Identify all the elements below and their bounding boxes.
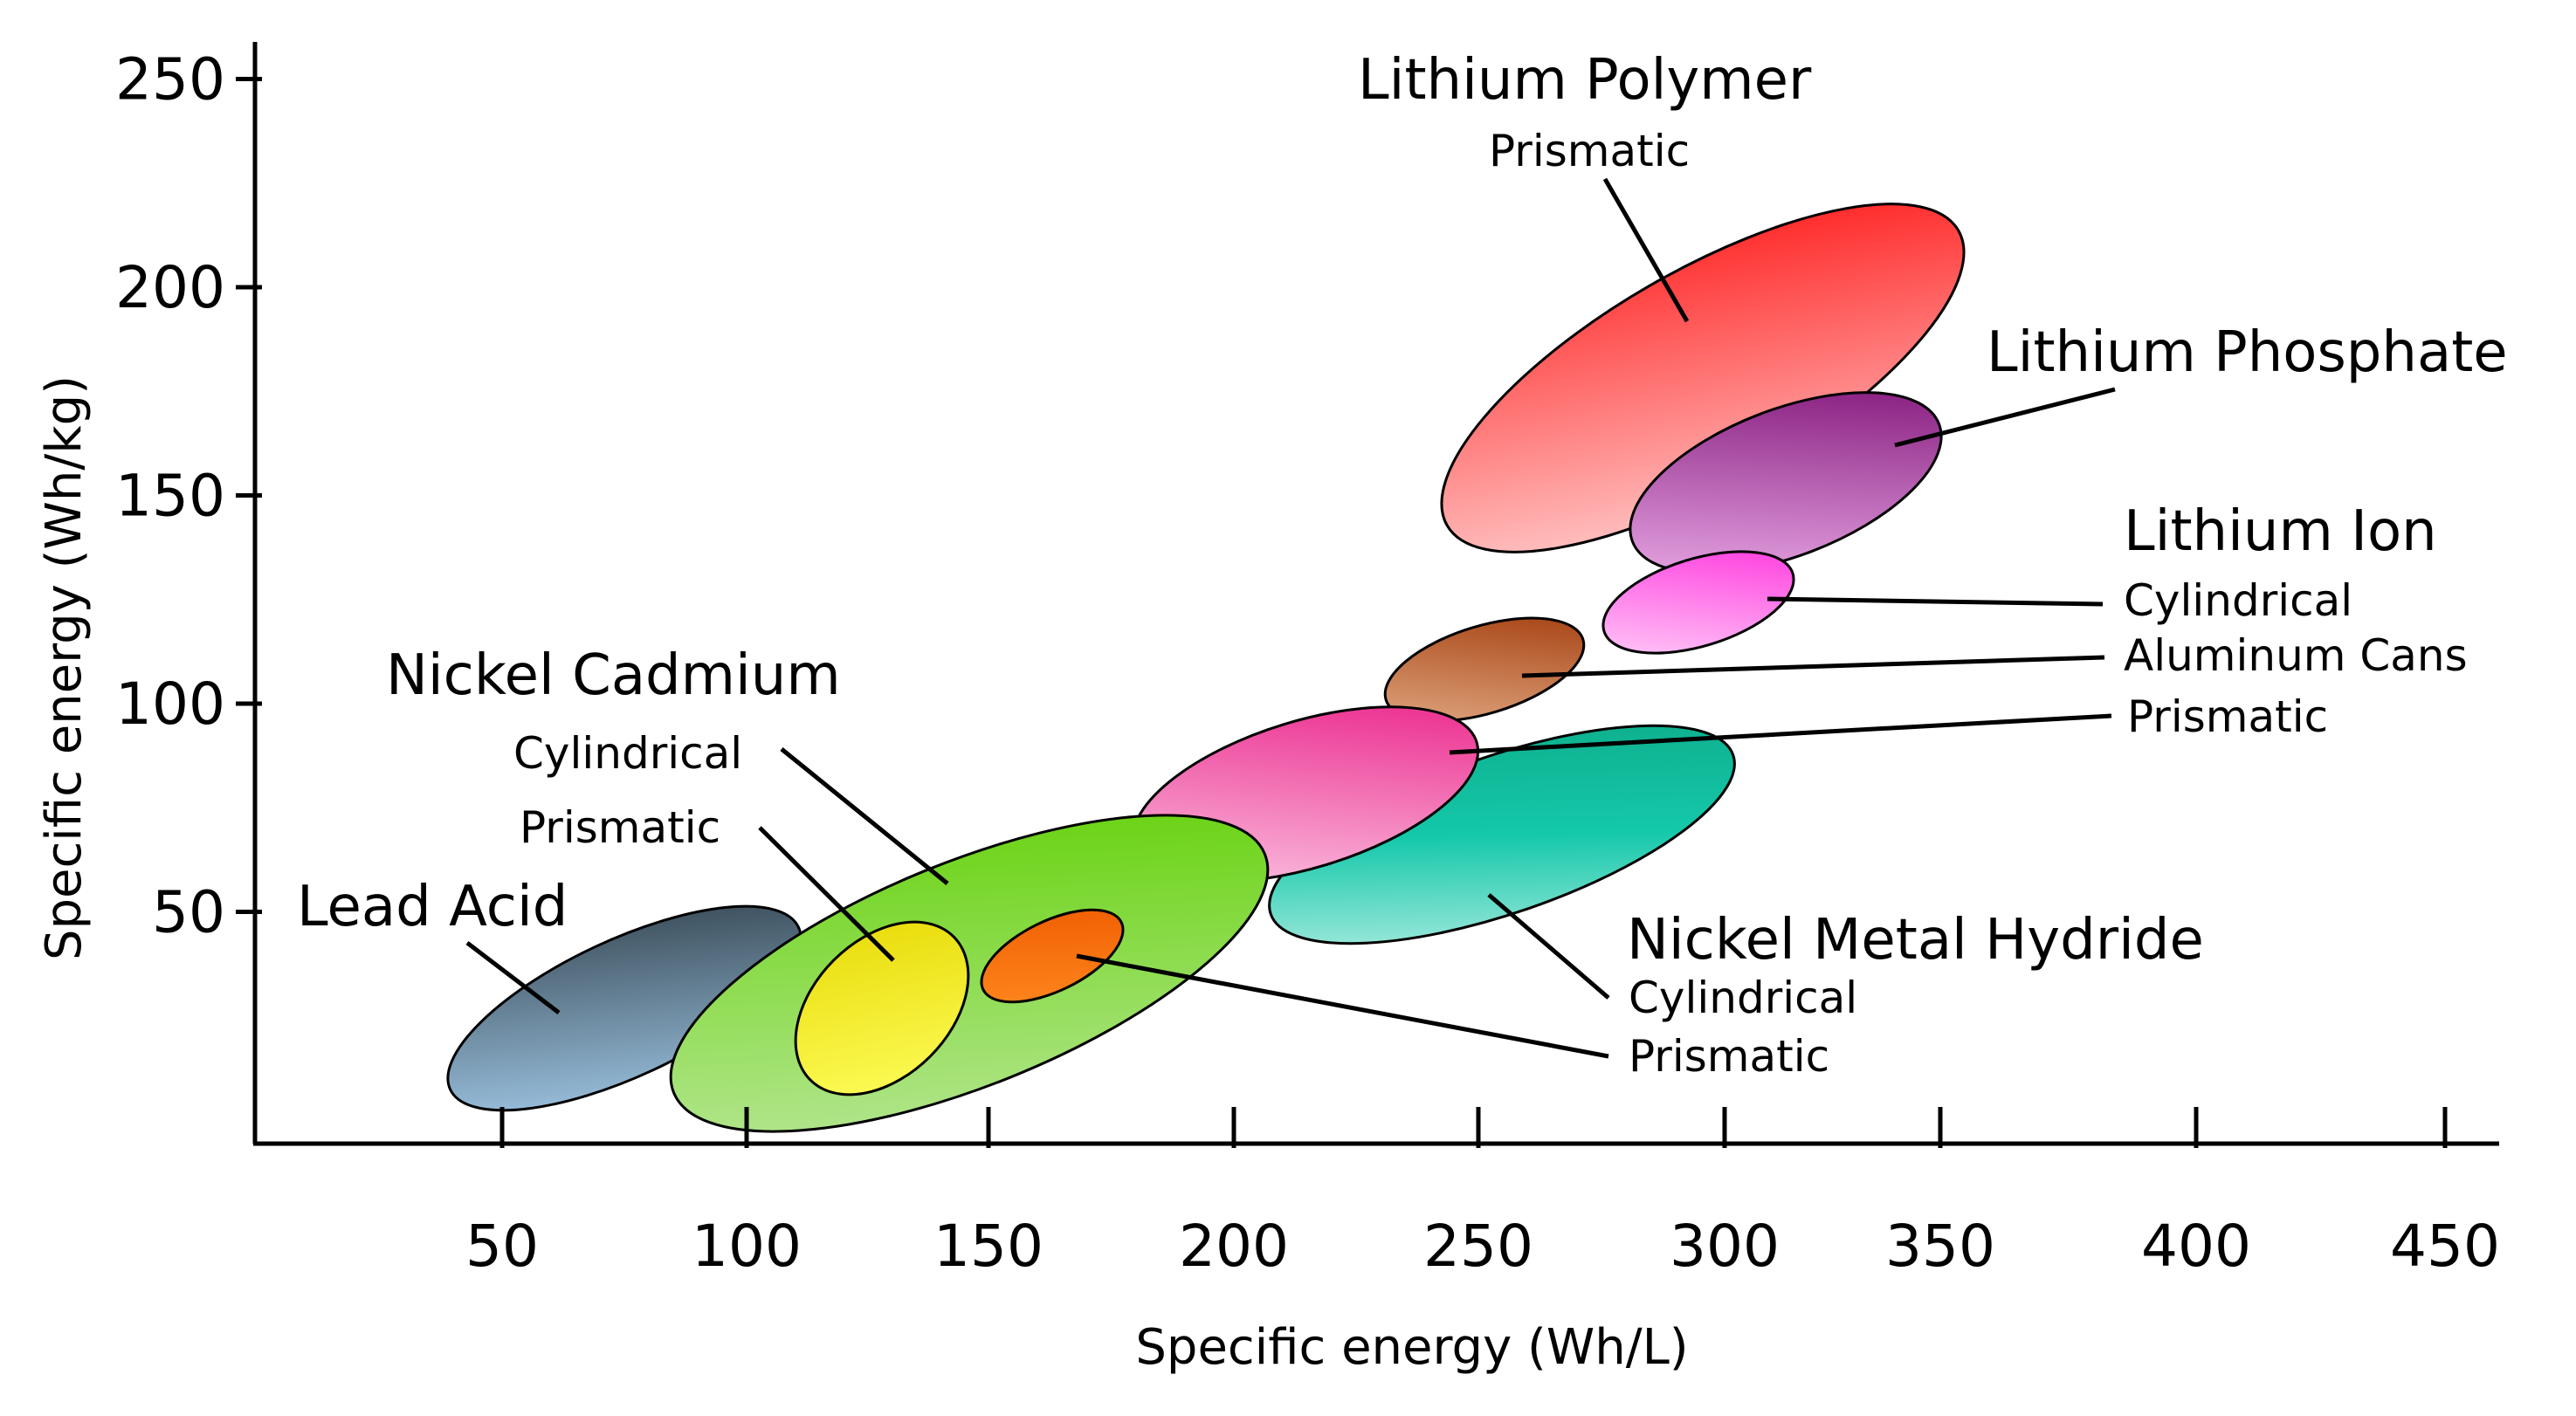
label-nicd-cylindrical: Cylindrical bbox=[513, 728, 742, 779]
leader-lithium-phosphate bbox=[1894, 387, 2116, 448]
label-lead-acid: Lead Acid bbox=[297, 875, 568, 939]
leader-lipo-prismatic bbox=[1602, 177, 1690, 323]
label-nickel-cadmium: Nickel Cadmium bbox=[386, 643, 841, 708]
leader-lines bbox=[465, 177, 2116, 1059]
label-nimh-cylindrical: Cylindrical bbox=[1629, 973, 1857, 1023]
region-lead-acid bbox=[446, 904, 802, 1112]
label-nickel-metal-hydride: Nickel Metal Hydride bbox=[1627, 908, 2204, 973]
y-tick-label-100: 100 bbox=[115, 670, 225, 738]
leader-liion-prismatic bbox=[1449, 713, 2112, 755]
y-tick-label-50: 50 bbox=[152, 879, 225, 946]
label-lithium-phosphate: Lithium Phosphate bbox=[1987, 320, 2508, 385]
x-tick-label-450: 450 bbox=[2390, 1213, 2500, 1280]
y-ticks: 50 100 150 200 250 bbox=[115, 46, 262, 946]
label-lipo-prismatic: Prismatic bbox=[1489, 126, 1690, 176]
leader-nicd-prismatic bbox=[758, 826, 895, 962]
region-li-ion-cylindrical bbox=[1601, 550, 1795, 655]
x-tick-label-350: 350 bbox=[1885, 1213, 1995, 1280]
y-tick-label-200: 200 bbox=[115, 254, 225, 321]
x-tick-label-250: 250 bbox=[1423, 1213, 1533, 1280]
x-tick-label-100: 100 bbox=[692, 1213, 802, 1280]
y-tick-label-250: 250 bbox=[115, 46, 225, 113]
region-lithium-phosphate bbox=[1629, 391, 1943, 574]
leader-liion-aluminum-cans bbox=[1521, 655, 2105, 678]
leader-liion-cylindrical bbox=[1767, 596, 2104, 607]
y-tick-label-150: 150 bbox=[115, 463, 225, 530]
x-tick-label-200: 200 bbox=[1179, 1213, 1289, 1280]
label-liion-cylindrical: Cylindrical bbox=[2124, 575, 2352, 626]
label-liion-prismatic: Prismatic bbox=[2127, 691, 2328, 742]
x-tick-label-150: 150 bbox=[933, 1213, 1043, 1280]
x-tick-label-300: 300 bbox=[1670, 1213, 1780, 1280]
y-axis-title: Specific energy (Wh/kg) bbox=[36, 375, 93, 960]
label-liion-aluminum-cans: Aluminum Cans bbox=[2124, 630, 2468, 681]
x-tick-label-50: 50 bbox=[465, 1213, 539, 1280]
leader-nimh-prismatic bbox=[1076, 953, 1609, 1059]
leader-nicd-cylindrical bbox=[780, 747, 949, 885]
label-nimh-prismatic: Prismatic bbox=[1629, 1031, 1829, 1082]
region-li-ion-aluminum-cans bbox=[1383, 616, 1586, 723]
x-tick-label-400: 400 bbox=[2141, 1213, 2251, 1280]
label-lithium-ion: Lithium Ion bbox=[2124, 499, 2437, 564]
label-lithium-polymer: Lithium Polymer bbox=[1358, 48, 1812, 113]
regions-layer bbox=[446, 203, 1966, 1133]
region-nimh-prismatic bbox=[980, 908, 1125, 1004]
x-ticks: 50 100 150 200 250 300 350 400 450 bbox=[465, 1107, 2500, 1280]
leader-nimh-cylindrical bbox=[1487, 893, 1610, 1000]
leader-lead-acid bbox=[465, 941, 561, 1014]
x-axis-title: Specific energy (Wh/L) bbox=[1135, 1319, 1688, 1376]
region-nicd-prismatic bbox=[794, 920, 970, 1096]
label-nicd-prismatic: Prismatic bbox=[520, 802, 720, 853]
axes bbox=[252, 42, 2499, 1146]
